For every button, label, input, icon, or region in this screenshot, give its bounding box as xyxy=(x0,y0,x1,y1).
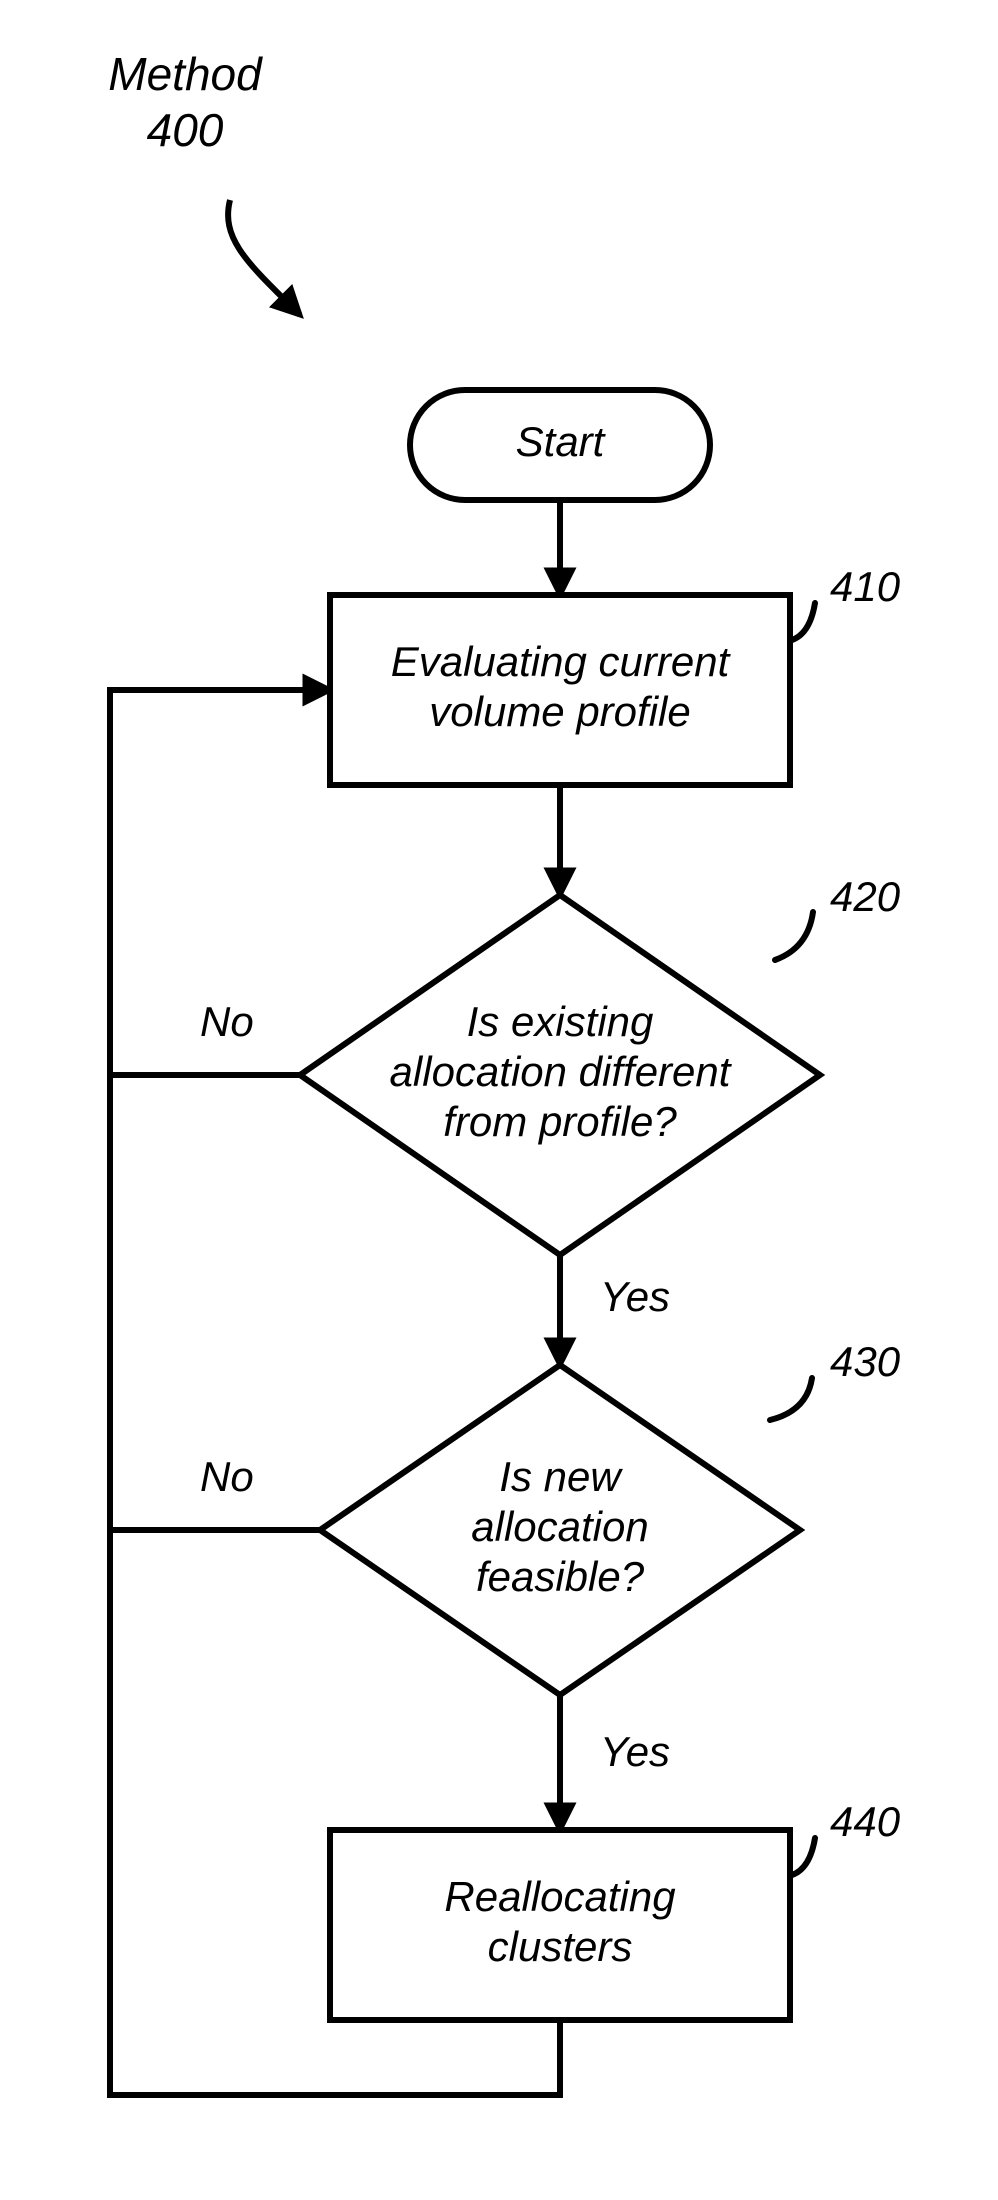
svg-text:volume profile: volume profile xyxy=(429,688,690,735)
svg-text:No: No xyxy=(200,998,254,1045)
svg-text:430: 430 xyxy=(830,1338,901,1385)
svg-text:from profile?: from profile? xyxy=(443,1098,677,1145)
svg-text:410: 410 xyxy=(830,563,901,610)
svg-text:420: 420 xyxy=(830,873,901,920)
svg-text:Yes: Yes xyxy=(600,1273,670,1320)
svg-text:Is existing: Is existing xyxy=(467,998,654,1045)
svg-text:400: 400 xyxy=(147,104,224,156)
svg-text:Method: Method xyxy=(108,48,263,100)
svg-text:Yes: Yes xyxy=(600,1728,670,1775)
svg-text:Is new: Is new xyxy=(499,1453,623,1500)
svg-text:Reallocating: Reallocating xyxy=(444,1873,675,1920)
svg-text:440: 440 xyxy=(830,1798,901,1845)
svg-text:allocation: allocation xyxy=(471,1503,648,1550)
svg-text:feasible?: feasible? xyxy=(476,1553,645,1600)
svg-text:Start: Start xyxy=(516,418,607,465)
svg-text:No: No xyxy=(200,1453,254,1500)
svg-text:Evaluating current: Evaluating current xyxy=(391,638,732,685)
svg-text:clusters: clusters xyxy=(488,1923,633,1970)
svg-text:allocation different: allocation different xyxy=(390,1048,733,1095)
